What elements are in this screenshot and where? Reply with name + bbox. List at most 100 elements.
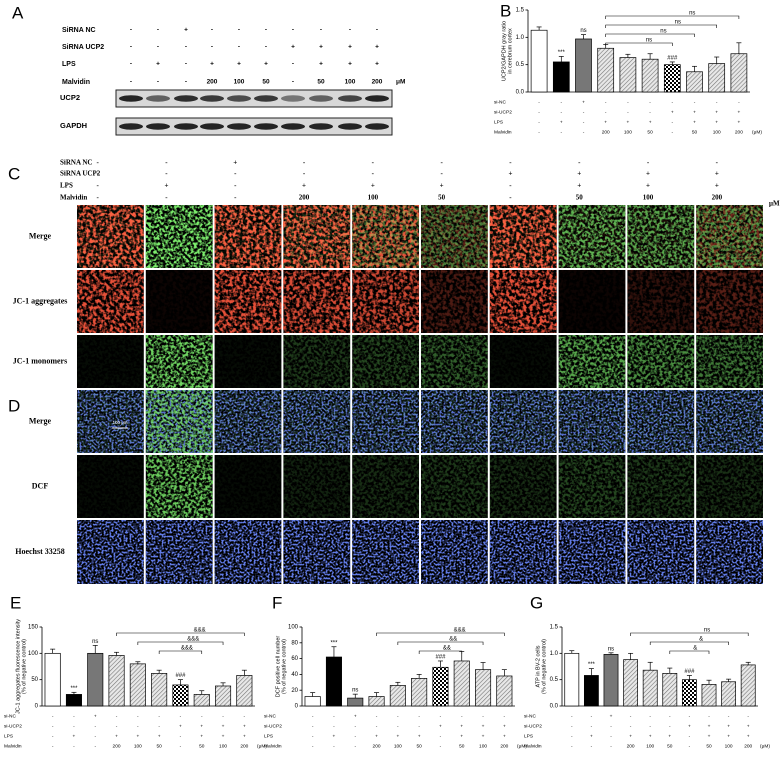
bar [368, 696, 385, 707]
bar [432, 666, 449, 707]
treatment-cell: - [354, 734, 356, 739]
micrograph-signal [352, 335, 419, 388]
blot-band [365, 123, 389, 130]
treatment-cell: - [716, 100, 718, 105]
treatment-label: LPS [524, 733, 533, 739]
treatment-cell: + [439, 724, 442, 729]
error-bar [352, 693, 358, 699]
condition-cell: - [265, 44, 267, 51]
treatment-cell: 50 [692, 129, 698, 135]
treatment-cell: - [52, 734, 54, 739]
condition-cell: + [375, 44, 379, 51]
condition-cell: + [264, 61, 268, 68]
treatment-cell: 50 [667, 743, 673, 749]
y-tick-label: 80 [291, 640, 298, 646]
condition-cell: - [185, 79, 187, 86]
blot-band [200, 95, 224, 102]
treatment-cell: + [715, 120, 718, 125]
treatment-cell: + [94, 714, 97, 719]
condition-cell: 200 [372, 79, 383, 86]
bar [347, 697, 364, 707]
micrograph-signal [214, 455, 282, 518]
significance-label: *** [70, 686, 78, 692]
treatment-cell: - [610, 744, 612, 749]
treatment-cell: + [222, 724, 225, 729]
y-tick-label: 1.5 [550, 625, 559, 631]
bar [663, 64, 681, 93]
micrograph-signal [283, 335, 351, 388]
error-bar [558, 56, 564, 62]
treatment-label: Malvidin [524, 743, 542, 749]
micrograph-signal [77, 455, 144, 518]
micrograph-signal [145, 390, 213, 453]
treatment-cell: 200 [240, 743, 248, 749]
y-tick-label: 0 [35, 704, 39, 710]
y-tick-label: 60 [291, 656, 298, 662]
treatment-cell: - [73, 714, 75, 719]
y-axis-label: (% of negative control) [541, 639, 547, 694]
significance-label: *** [558, 50, 566, 56]
bracket [630, 632, 749, 636]
treatment-unit: (μM) [257, 743, 267, 749]
condition-cell: - [440, 159, 443, 167]
significance-label: ### [435, 655, 446, 661]
treatment-label: si-NC [4, 713, 17, 719]
error-bar [310, 692, 316, 697]
micrograph-signal [283, 455, 351, 518]
micrograph-signal [627, 390, 695, 453]
treatment-cell: + [693, 110, 696, 115]
bracket-label: && [449, 637, 457, 643]
treatment-label: LPS [4, 733, 13, 739]
condition-cell: - [96, 182, 99, 190]
treatment-cell: + [715, 110, 718, 115]
error-bar [726, 678, 732, 682]
condition-cell: - [130, 44, 132, 51]
bar [686, 71, 703, 93]
treatment-cell: + [747, 724, 750, 729]
treatment-unit: (μM) [752, 129, 762, 135]
condition-label: SiRNA UCP2 [60, 170, 101, 178]
treatment-cell: 100 [624, 129, 632, 135]
condition-cell: - [372, 170, 375, 178]
condition-cell: - [372, 159, 375, 167]
condition-cell: + [319, 61, 323, 68]
condition-cell: - [165, 159, 168, 167]
treatment-cell: - [571, 714, 573, 719]
treatment-cell: - [627, 100, 629, 105]
condition-cell: 200 [712, 194, 723, 202]
y-axis-label: ATP in BV-2 cells [535, 645, 541, 687]
significance-label: ns [608, 646, 614, 652]
treatment-cell: + [737, 120, 740, 125]
condition-cell: - [234, 194, 237, 202]
condition-cell: - [440, 170, 443, 178]
treatment-cell: + [629, 734, 632, 739]
treatment-cell: - [605, 110, 607, 115]
treatment-cell: 100 [479, 743, 487, 749]
treatment-cell: 50 [706, 743, 712, 749]
bracket-label: ns [660, 29, 666, 35]
treatment-cell: - [689, 714, 691, 719]
condition-cell: 100 [368, 194, 379, 202]
bar [552, 61, 570, 93]
micrograph-signal [283, 520, 351, 584]
micrograph-signal [283, 205, 351, 268]
bracket-label: ns [704, 628, 710, 634]
treatment-cell: - [649, 714, 651, 719]
condition-cell: - [303, 170, 306, 178]
treatment-label: si-NC [494, 99, 507, 105]
panel-letter: C [8, 164, 20, 183]
treatment-cell: + [396, 734, 399, 739]
micrograph-signal [421, 520, 488, 584]
bracket [418, 650, 463, 654]
y-tick-label: 0.5 [550, 677, 559, 683]
bracket-label: & [699, 637, 703, 643]
treatment-label: Malvidin [4, 743, 22, 749]
error-bar [628, 652, 634, 660]
significance-label: ns [580, 28, 586, 34]
treatment-cell: - [180, 714, 182, 719]
blot-band [365, 95, 389, 102]
bracket [158, 650, 203, 654]
error-bar [686, 675, 692, 680]
bar [453, 660, 470, 707]
micrograph-signal [627, 205, 695, 268]
